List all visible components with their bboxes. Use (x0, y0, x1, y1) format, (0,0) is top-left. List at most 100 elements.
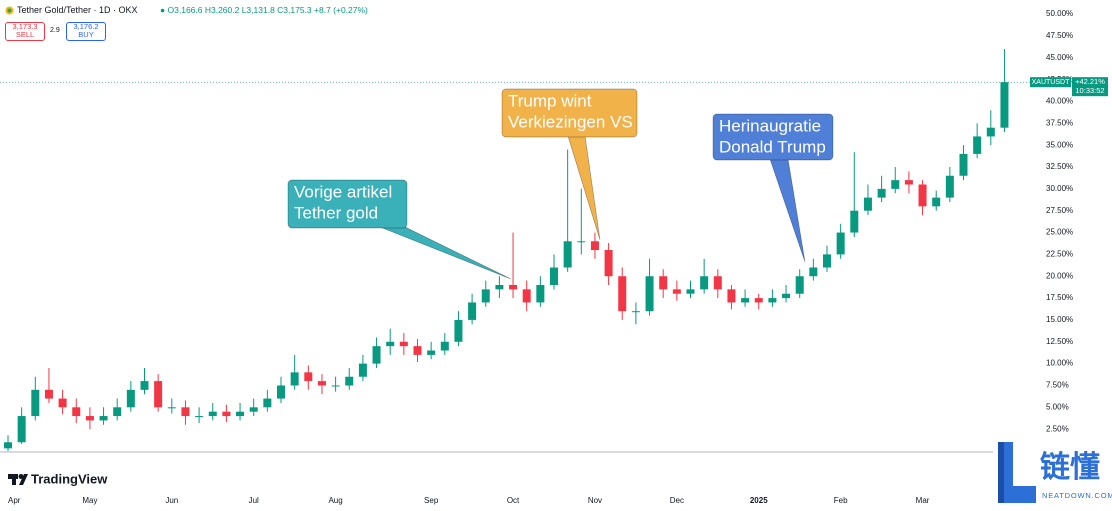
candle-body (44, 389, 53, 399)
y-tick-label: 2.50% (1046, 424, 1069, 433)
candle (686, 280, 695, 299)
candle-body (659, 276, 668, 290)
y-tick-label: 5.00% (1046, 402, 1069, 411)
candle-body (945, 175, 954, 198)
candle-body (427, 350, 436, 355)
candle (44, 367, 53, 403)
candle (481, 280, 490, 307)
y-tick-label: 47.50% (1046, 31, 1073, 40)
x-tick-label: Aug (328, 496, 342, 505)
candle-body (645, 276, 654, 312)
candle-body (563, 241, 572, 268)
candle (959, 145, 968, 181)
buy-price: 3,176.2 (73, 22, 99, 31)
candle-body (4, 442, 12, 449)
candle-body (850, 210, 859, 233)
candle-body (550, 267, 558, 285)
x-tick-label: Apr (8, 496, 21, 505)
buy-button[interactable]: 3,176.2 BUY (66, 22, 106, 41)
symbol-icon (5, 6, 14, 15)
callout-text: Vorige artikel (294, 182, 392, 201)
y-tick-label: 7.50% (1046, 381, 1069, 390)
candle (795, 269, 804, 299)
candle-body (345, 376, 354, 386)
candle (836, 223, 845, 259)
candle-body (686, 289, 695, 294)
candle (72, 398, 81, 424)
candle (563, 149, 572, 272)
candle-body (58, 398, 67, 408)
y-tick-label: 50.00% (1046, 9, 1073, 18)
candle (932, 190, 941, 211)
candle (590, 232, 599, 259)
candle-body (331, 385, 340, 387)
candle-body (181, 407, 190, 417)
candle-body (495, 284, 504, 290)
y-tick-label: 25.00% (1046, 228, 1073, 237)
sell-button[interactable]: 3,173.3 SELL (5, 22, 45, 41)
candle-body (823, 254, 831, 268)
candle (645, 258, 654, 316)
price-tag-countdown: 10:33:52 (1075, 86, 1104, 95)
candle (850, 152, 859, 237)
candle (413, 339, 422, 362)
y-tick-label: 35.00% (1046, 140, 1073, 149)
candle (495, 276, 504, 299)
candle (440, 333, 449, 355)
buy-label: BUY (78, 30, 94, 39)
symbol-tag-text: XAUTUSDT (1032, 79, 1070, 86)
candle (290, 354, 299, 390)
candle (372, 337, 381, 368)
candle-body (290, 372, 299, 386)
x-tick-label: Jul (249, 496, 259, 505)
x-tick-label: Nov (588, 496, 602, 505)
logo-text: TradingView (31, 471, 108, 486)
candle-body (372, 346, 381, 364)
y-tick-label: 45.00% (1046, 53, 1073, 62)
candle (604, 243, 613, 285)
candle-body (31, 389, 40, 417)
candle (4, 435, 12, 451)
y-tick-label: 22.50% (1046, 250, 1073, 259)
callout-box (287, 179, 408, 229)
candle-body (877, 188, 886, 198)
candle (522, 280, 531, 312)
candle (304, 365, 313, 390)
candle (809, 258, 818, 281)
candle (754, 293, 763, 310)
callout-pointer (769, 158, 806, 263)
candle-body (85, 416, 94, 421)
candle (85, 407, 94, 430)
candle (263, 389, 272, 412)
sell-price: 3,173.3 (12, 22, 38, 31)
candle-body (741, 298, 750, 303)
candle (427, 341, 436, 360)
candle-body (468, 302, 477, 320)
candle-body (126, 389, 135, 408)
candle (140, 367, 149, 395)
candle (195, 407, 204, 424)
candle-body (358, 363, 367, 377)
candle (249, 398, 258, 417)
candle (113, 398, 122, 421)
y-tick-label: 17.50% (1046, 293, 1073, 302)
candle (918, 180, 927, 216)
candle-body (973, 136, 982, 154)
candle-body (522, 289, 531, 303)
candle (973, 123, 982, 159)
candle (536, 276, 545, 307)
candle-body (536, 284, 545, 303)
callout-pointer (567, 135, 601, 241)
candle-body (167, 407, 176, 409)
candle-body (959, 153, 968, 176)
candle (550, 254, 558, 290)
candle-body (672, 289, 681, 294)
candle (181, 400, 190, 425)
candle (208, 402, 217, 421)
candle-body (454, 319, 463, 342)
y-tick-label: 15.00% (1046, 315, 1073, 324)
candle-body (782, 293, 791, 299)
candle (741, 289, 750, 307)
callout-text: Donald Trump (719, 137, 826, 156)
